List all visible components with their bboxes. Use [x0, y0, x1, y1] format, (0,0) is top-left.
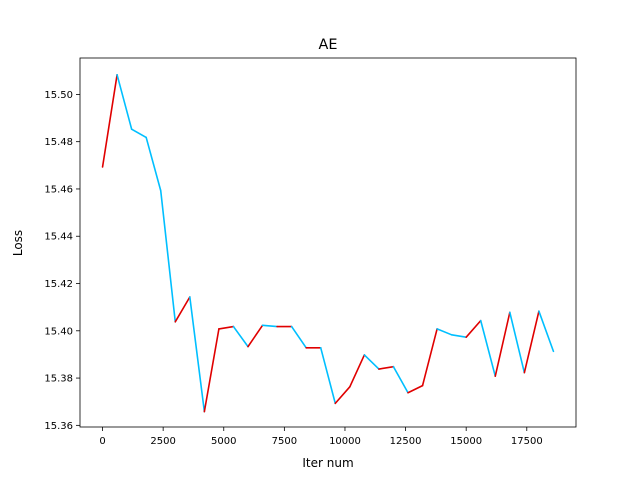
- series-segment: [509, 311, 526, 374]
- series-segment: [247, 324, 264, 348]
- y-axis: 15.36 15.38 15.40 15.42 15.44 15.46 15.48 15.50: [44, 90, 80, 432]
- series-segment: [116, 73, 133, 130]
- series-segment: [174, 296, 191, 323]
- y-tick-label: 15.40: [44, 326, 73, 337]
- y-tick-label: 15.48: [44, 137, 73, 148]
- x-tick-label: 7500: [272, 436, 297, 447]
- y-tick-label: 15.36: [44, 421, 73, 432]
- series-segment: [261, 324, 278, 328]
- series-segment: [349, 354, 366, 388]
- chart-title: AE: [319, 37, 338, 53]
- x-tick-label: 5000: [211, 436, 236, 447]
- series-segment: [203, 328, 220, 413]
- x-axis: 0 2500 5000 7500 10000 12500 15000 17500: [99, 427, 543, 447]
- x-tick-label: 0: [99, 436, 105, 447]
- series-segment: [407, 384, 424, 394]
- x-tick-label: 17500: [511, 436, 543, 447]
- y-tick-label: 15.38: [44, 374, 73, 385]
- x-tick-label: 2500: [150, 436, 175, 447]
- series-segment: [130, 128, 147, 139]
- series-segment: [101, 73, 118, 168]
- series-segment: [479, 319, 497, 377]
- series-segment: [392, 365, 409, 394]
- series-segment: [421, 328, 438, 387]
- x-axis-label: Iter num: [302, 456, 353, 470]
- series-segment: [494, 311, 511, 377]
- series-segment: [189, 296, 206, 413]
- series-segment: [450, 334, 467, 338]
- y-tick-label: 15.42: [44, 279, 73, 290]
- y-tick-label: 15.44: [44, 232, 73, 243]
- series-segment: [218, 325, 235, 330]
- y-tick-label: 15.46: [44, 184, 73, 195]
- series-segment: [363, 354, 380, 370]
- series-segment: [334, 386, 351, 405]
- series-segment: [378, 365, 395, 370]
- loss-series: [101, 73, 555, 413]
- series-segment: [436, 328, 453, 336]
- y-tick-label: 15.50: [44, 90, 73, 101]
- x-tick-label: 12500: [390, 436, 422, 447]
- series-segment: [319, 347, 337, 405]
- series-segment: [145, 136, 162, 192]
- x-tick-label: 10000: [329, 436, 361, 447]
- plot-area-frame: [79, 57, 577, 428]
- y-axis-label: Loss: [11, 230, 25, 256]
- series-segment: [523, 310, 540, 374]
- series-segment: [465, 319, 482, 338]
- series-segment: [232, 325, 249, 348]
- x-tick-label: 15000: [450, 436, 482, 447]
- series-segment: [159, 189, 177, 323]
- series-segment: [290, 325, 307, 349]
- series-segment: [538, 310, 555, 353]
